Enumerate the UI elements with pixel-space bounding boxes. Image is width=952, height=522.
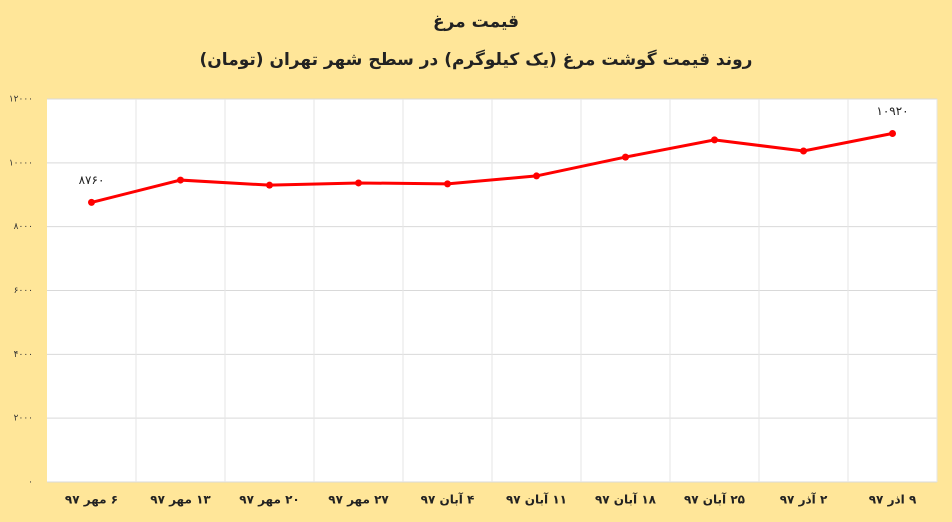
data-point: [177, 176, 184, 184]
data-label: ۱۰۹۲۰: [876, 104, 908, 118]
x-tick-label: ۲۷ مهر ۹۷: [328, 493, 389, 507]
y-tick-label: ۰: [28, 478, 33, 488]
y-tick-label: ۱۲۰۰۰: [9, 95, 33, 105]
x-tick-label: ۹ اذر ۹۷: [869, 493, 917, 507]
chart-title: قیمت مرغ: [433, 12, 519, 32]
data-point: [889, 129, 896, 137]
data-point: [444, 180, 451, 188]
y-tick-label: ۴۰۰۰: [14, 350, 33, 360]
x-tick-label: ۲ آذر ۹۷: [780, 492, 828, 507]
chart-subtitle: روند قیمت گوشت مرغ (یک کیلوگرم) در سطح ش…: [200, 49, 753, 70]
data-point: [711, 136, 718, 144]
data-line: [91, 131, 893, 204]
x-tick-label: ۴ آبان ۹۷: [421, 492, 475, 507]
data-point: [266, 181, 273, 189]
x-tick-label: ۲۰ مهر ۹۷: [239, 493, 299, 507]
x-tick-label: ۱۳ مهر ۹۷: [150, 493, 211, 507]
data-point: [533, 172, 540, 180]
x-tick-label: ۲۵ آبان ۹۷: [684, 492, 745, 507]
grid: [47, 98, 938, 483]
data-point: [88, 198, 95, 206]
y-tick-label: ۶۰۰۰: [14, 286, 33, 296]
marks: [88, 129, 896, 206]
x-tick-label: ۱۸ آبان ۹۷: [595, 492, 657, 507]
x-tick-label: ۱۱ آبان ۹۷: [506, 492, 567, 507]
data-point: [355, 179, 362, 187]
data-label: ۸۷۶۰: [79, 173, 105, 187]
y-tick-label: ۲۰۰۰: [14, 414, 33, 424]
data-point: [622, 153, 629, 161]
x-tick-label: ۶ مهر ۹۷: [65, 493, 118, 507]
y-tick-label: ۱۰۰۰۰: [9, 158, 33, 168]
data-point: [800, 147, 807, 155]
y-tick-label: ۸۰۰۰: [14, 222, 33, 232]
